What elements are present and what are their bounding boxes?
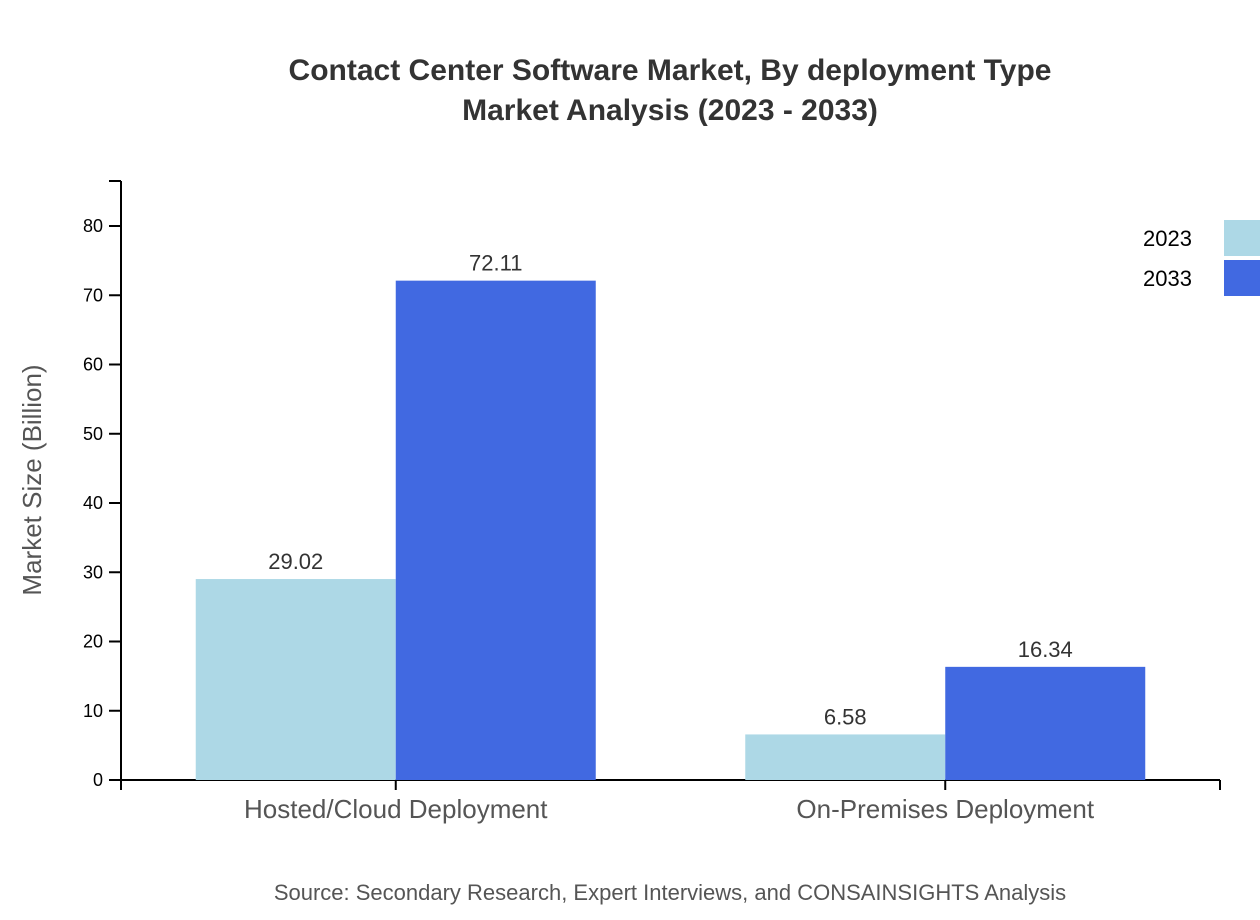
data-label: 6.58 <box>824 704 867 729</box>
bar-2033 <box>945 666 1146 780</box>
bar-2023 <box>195 579 396 780</box>
chart-title-line2: Market Analysis (2023 - 2033) <box>462 94 878 127</box>
source-note: Source: Secondary Research, Expert Inter… <box>274 880 1066 905</box>
legend-label: 2033 <box>1143 266 1192 291</box>
bar-2023 <box>745 734 946 780</box>
legend-label: 2023 <box>1143 226 1192 251</box>
y-axis-label: Market Size (Billion) <box>17 364 47 595</box>
y-tick-label: 0 <box>93 770 103 790</box>
data-label: 72.11 <box>469 251 522 276</box>
data-label: 16.34 <box>1018 637 1073 662</box>
x-tick-label: On-Premises Deployment <box>796 794 1094 824</box>
y-tick-label: 10 <box>83 701 103 721</box>
chart-title-line1: Contact Center Software Market, By deplo… <box>289 54 1052 87</box>
y-tick-label: 50 <box>83 424 103 444</box>
legend-swatch <box>1224 220 1260 256</box>
y-tick-label: 40 <box>83 493 103 513</box>
y-tick-label: 80 <box>83 216 103 236</box>
y-tick-label: 30 <box>83 562 103 582</box>
y-tick-label: 60 <box>83 355 103 375</box>
x-tick-label: Hosted/Cloud Deployment <box>244 794 548 824</box>
bar-2033 <box>395 280 596 780</box>
y-tick-label: 70 <box>83 285 103 305</box>
legend-swatch <box>1224 260 1260 296</box>
data-label: 29.02 <box>268 549 323 574</box>
y-tick-label: 20 <box>83 632 103 652</box>
